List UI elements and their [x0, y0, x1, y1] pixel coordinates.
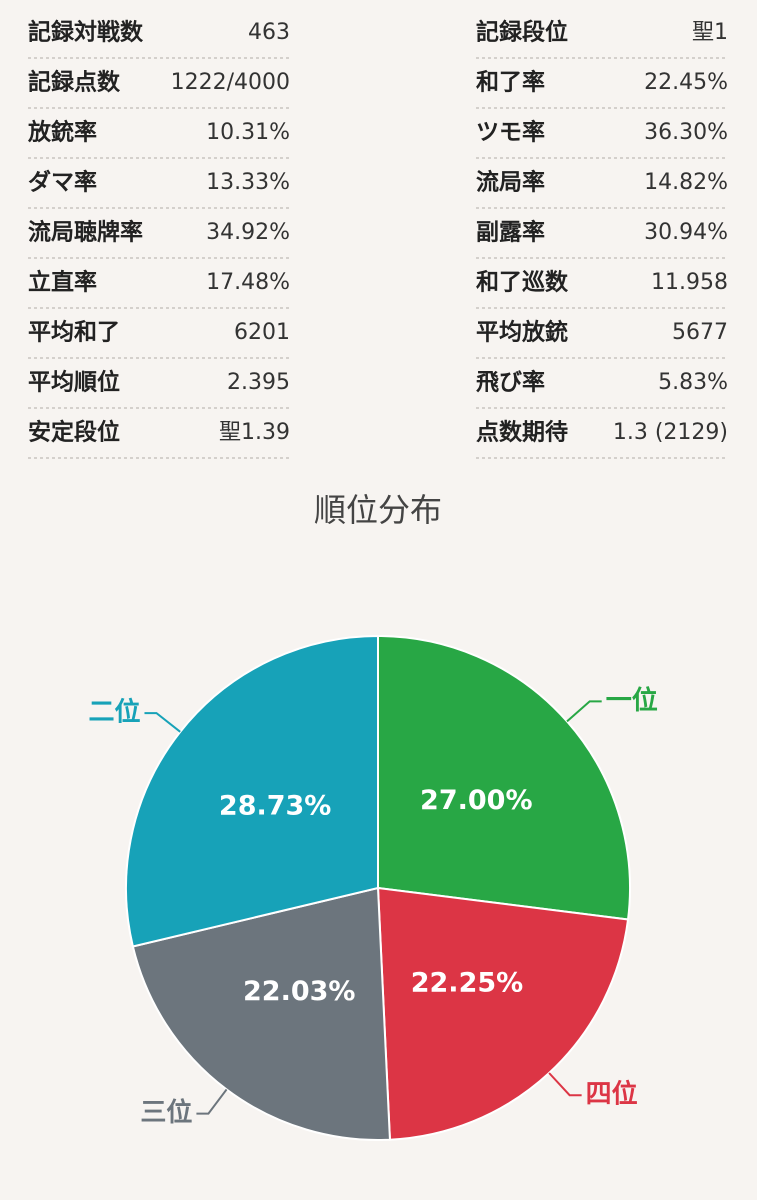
slice-percent: 28.73% — [219, 790, 331, 821]
stat-label: 安定段位 — [28, 419, 120, 446]
category-label: 二位 — [88, 697, 140, 728]
stat-value: 1222/4000 — [171, 70, 290, 95]
stat-label: ダマ率 — [28, 169, 97, 196]
stat-value: 30.94% — [644, 220, 728, 245]
pie-slice — [377, 634, 631, 921]
stat-label: 和了巡数 — [476, 270, 569, 296]
stat-value: 17.48% — [206, 270, 290, 295]
stat-label: 副露率 — [476, 219, 545, 246]
leader-line — [196, 1088, 228, 1115]
stat-value: 34.92% — [206, 220, 290, 245]
stat-value: 聖1.39 — [219, 420, 290, 445]
stat-value: 36.30% — [644, 120, 728, 145]
category-label: 四位 — [586, 1079, 638, 1110]
stat-value: 463 — [248, 20, 290, 45]
stat-label: 点数期待 — [476, 419, 568, 446]
stat-value: 聖1 — [692, 20, 728, 45]
leader-line — [144, 712, 181, 733]
stat-label: 記録段位 — [476, 19, 568, 46]
stat-label: 平均和了 — [28, 319, 120, 346]
stat-label: ツモ率 — [476, 119, 545, 146]
stat-label: 平均放銃 — [476, 319, 568, 346]
stat-value: 1.3 (2129) — [613, 420, 728, 445]
leader-line — [566, 700, 602, 723]
stat-value: 5.83% — [658, 370, 728, 395]
category-label: 三位 — [140, 1097, 192, 1128]
slice-percent: 27.00% — [420, 785, 532, 816]
pie-slice — [131, 886, 391, 1142]
stat-label: 飛び率 — [476, 369, 545, 396]
slice-percent: 22.03% — [243, 976, 355, 1007]
stat-value: 13.33% — [206, 170, 290, 195]
stat-value: 10.31% — [206, 120, 290, 145]
slice-percent: 22.25% — [411, 968, 523, 999]
stat-label: 平均順位 — [28, 369, 120, 396]
stat-label: 立直率 — [28, 269, 97, 296]
stat-value: 6201 — [234, 320, 290, 345]
stat-label: 流局率 — [476, 169, 545, 196]
leader-line — [548, 1072, 582, 1097]
pie-slice — [376, 886, 630, 1141]
pie-slice — [125, 634, 379, 948]
chart-title: 順位分布 — [314, 491, 442, 529]
stat-value: 11.958 — [651, 270, 728, 295]
category-label: 一位 — [606, 685, 658, 716]
stat-label: 記録対戦数 — [28, 19, 144, 46]
stat-value: 2.395 — [227, 370, 290, 395]
stat-value: 14.82% — [644, 170, 728, 195]
stat-label: 流局聴牌率 — [28, 219, 143, 246]
stat-value: 5677 — [672, 320, 728, 345]
stat-label: 記録点数 — [28, 69, 121, 96]
stat-label: 放銃率 — [27, 119, 97, 146]
stat-value: 22.45% — [644, 70, 728, 95]
stat-label: 和了率 — [476, 69, 545, 96]
